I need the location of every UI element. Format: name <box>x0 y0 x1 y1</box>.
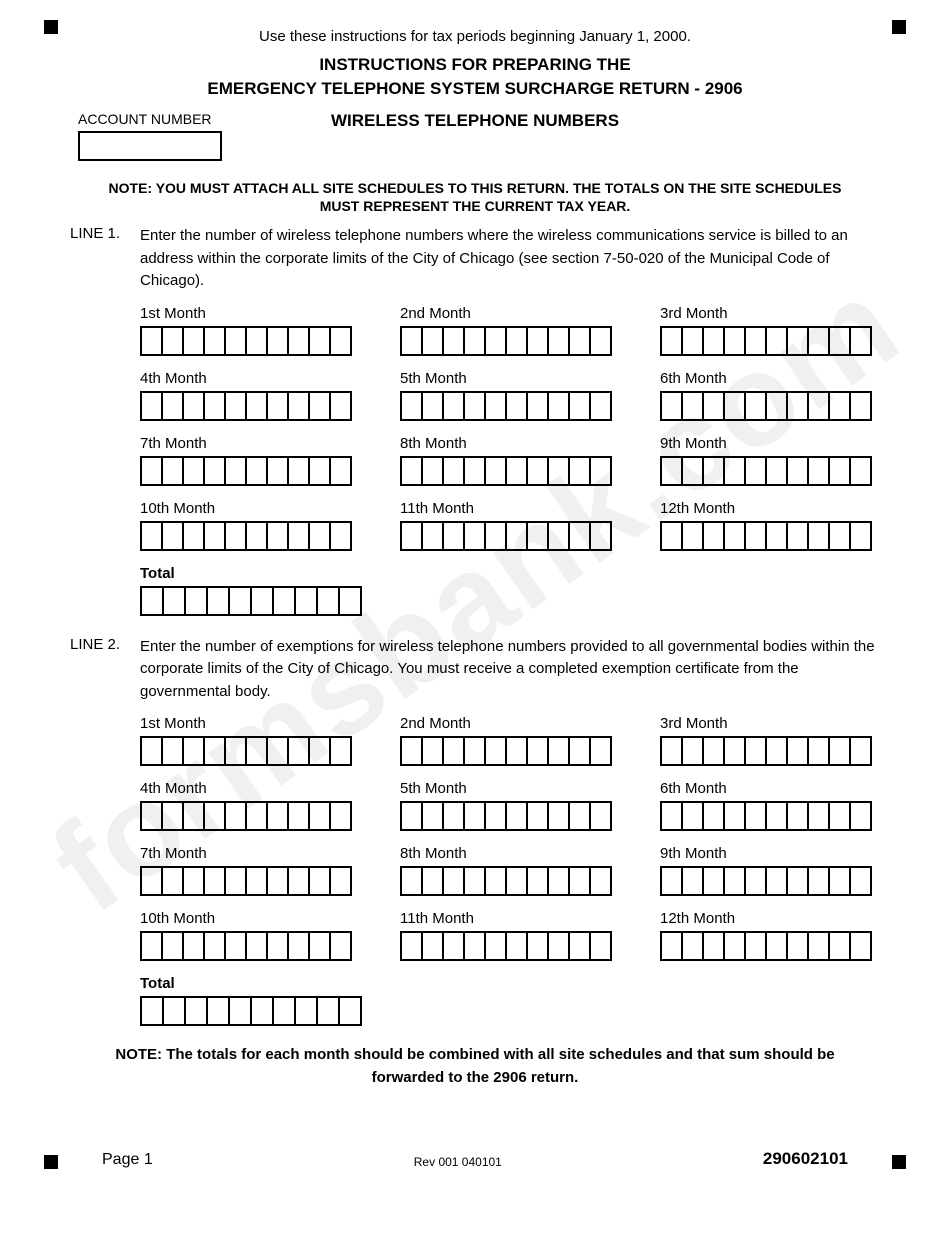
digit-entry-box[interactable] <box>140 801 352 831</box>
month-label: 9th Month <box>660 845 892 862</box>
page-number: Page 1 <box>102 1151 153 1169</box>
total-label: Total <box>140 565 372 582</box>
footer: Page 1 Rev 001 040101 290602101 <box>40 1149 910 1169</box>
line-1-months-grid: 1st Month 2nd Month 3rd Month 4th Month 5th … <box>140 305 910 616</box>
digit-entry-box[interactable] <box>140 326 352 356</box>
total-label: Total <box>140 975 372 992</box>
intro-text: Use these instructions for tax periods b… <box>40 28 910 45</box>
form-code: 290602101 <box>763 1149 848 1169</box>
bottom-note: NOTE: The totals for each month should b… <box>80 1044 870 1089</box>
month-label: 4th Month <box>140 370 372 387</box>
digit-entry-box[interactable] <box>400 801 612 831</box>
month-label: 5th Month <box>400 370 632 387</box>
digit-entry-box[interactable] <box>400 736 612 766</box>
digit-entry-box[interactable] <box>140 996 362 1026</box>
month-label: 1st Month <box>140 715 372 732</box>
digit-entry-box[interactable] <box>400 456 612 486</box>
month-label: 10th Month <box>140 500 372 517</box>
digit-entry-box[interactable] <box>400 326 612 356</box>
attach-note: NOTE: YOU MUST ATTACH ALL SITE SCHEDULES… <box>100 179 850 215</box>
account-number-label: ACCOUNT NUMBER <box>78 111 290 127</box>
line-2-block: LINE 2. Enter the number of exemptions f… <box>70 636 910 704</box>
month-label: 7th Month <box>140 845 372 862</box>
title-line-2: EMERGENCY TELEPHONE SYSTEM SURCHARGE RET… <box>40 79 910 99</box>
revision-text: Rev 001 040101 <box>414 1155 502 1169</box>
line-2-label: LINE 2. <box>70 636 140 704</box>
digit-entry-box[interactable] <box>660 931 872 961</box>
digit-entry-box[interactable] <box>660 326 872 356</box>
month-label: 2nd Month <box>400 715 632 732</box>
month-label: 10th Month <box>140 910 372 927</box>
digit-entry-box[interactable] <box>400 391 612 421</box>
digit-entry-box[interactable] <box>140 456 352 486</box>
line-2-text: Enter the number of exemptions for wirel… <box>140 636 910 704</box>
month-label: 4th Month <box>140 780 372 797</box>
line-2-months-grid: 1st Month 2nd Month 3rd Month 4th Month 5th … <box>140 715 910 1026</box>
month-label: 8th Month <box>400 435 632 452</box>
digit-entry-box[interactable] <box>140 521 352 551</box>
month-label: 11th Month <box>400 500 632 517</box>
month-label: 11th Month <box>400 910 632 927</box>
line-1-label: LINE 1. <box>70 225 140 293</box>
digit-entry-box[interactable] <box>400 931 612 961</box>
title-line-3: WIRELESS TELEPHONE NUMBERS <box>290 111 660 131</box>
digit-entry-box[interactable] <box>400 521 612 551</box>
month-label: 3rd Month <box>660 305 892 322</box>
digit-entry-box[interactable] <box>140 866 352 896</box>
digit-entry-box[interactable] <box>660 456 872 486</box>
month-label: 5th Month <box>400 780 632 797</box>
month-label: 7th Month <box>140 435 372 452</box>
line-1-text: Enter the number of wireless telephone n… <box>140 225 910 293</box>
month-label: 3rd Month <box>660 715 892 732</box>
month-label: 2nd Month <box>400 305 632 322</box>
month-label: 8th Month <box>400 845 632 862</box>
digit-entry-box[interactable] <box>140 931 352 961</box>
digit-entry-box[interactable] <box>660 866 872 896</box>
month-label: 6th Month <box>660 370 892 387</box>
line-1-block: LINE 1. Enter the number of wireless tel… <box>70 225 910 293</box>
month-label: 1st Month <box>140 305 372 322</box>
account-number-input[interactable] <box>78 131 222 161</box>
digit-entry-box[interactable] <box>140 391 352 421</box>
digit-entry-box[interactable] <box>660 801 872 831</box>
digit-entry-box[interactable] <box>660 391 872 421</box>
digit-entry-box[interactable] <box>140 586 362 616</box>
month-label: 12th Month <box>660 910 892 927</box>
digit-entry-box[interactable] <box>400 866 612 896</box>
month-label: 12th Month <box>660 500 892 517</box>
month-label: 6th Month <box>660 780 892 797</box>
digit-entry-box[interactable] <box>140 736 352 766</box>
month-label: 9th Month <box>660 435 892 452</box>
digit-entry-box[interactable] <box>660 521 872 551</box>
title-line-1: INSTRUCTIONS FOR PREPARING THE <box>40 55 910 75</box>
digit-entry-box[interactable] <box>660 736 872 766</box>
